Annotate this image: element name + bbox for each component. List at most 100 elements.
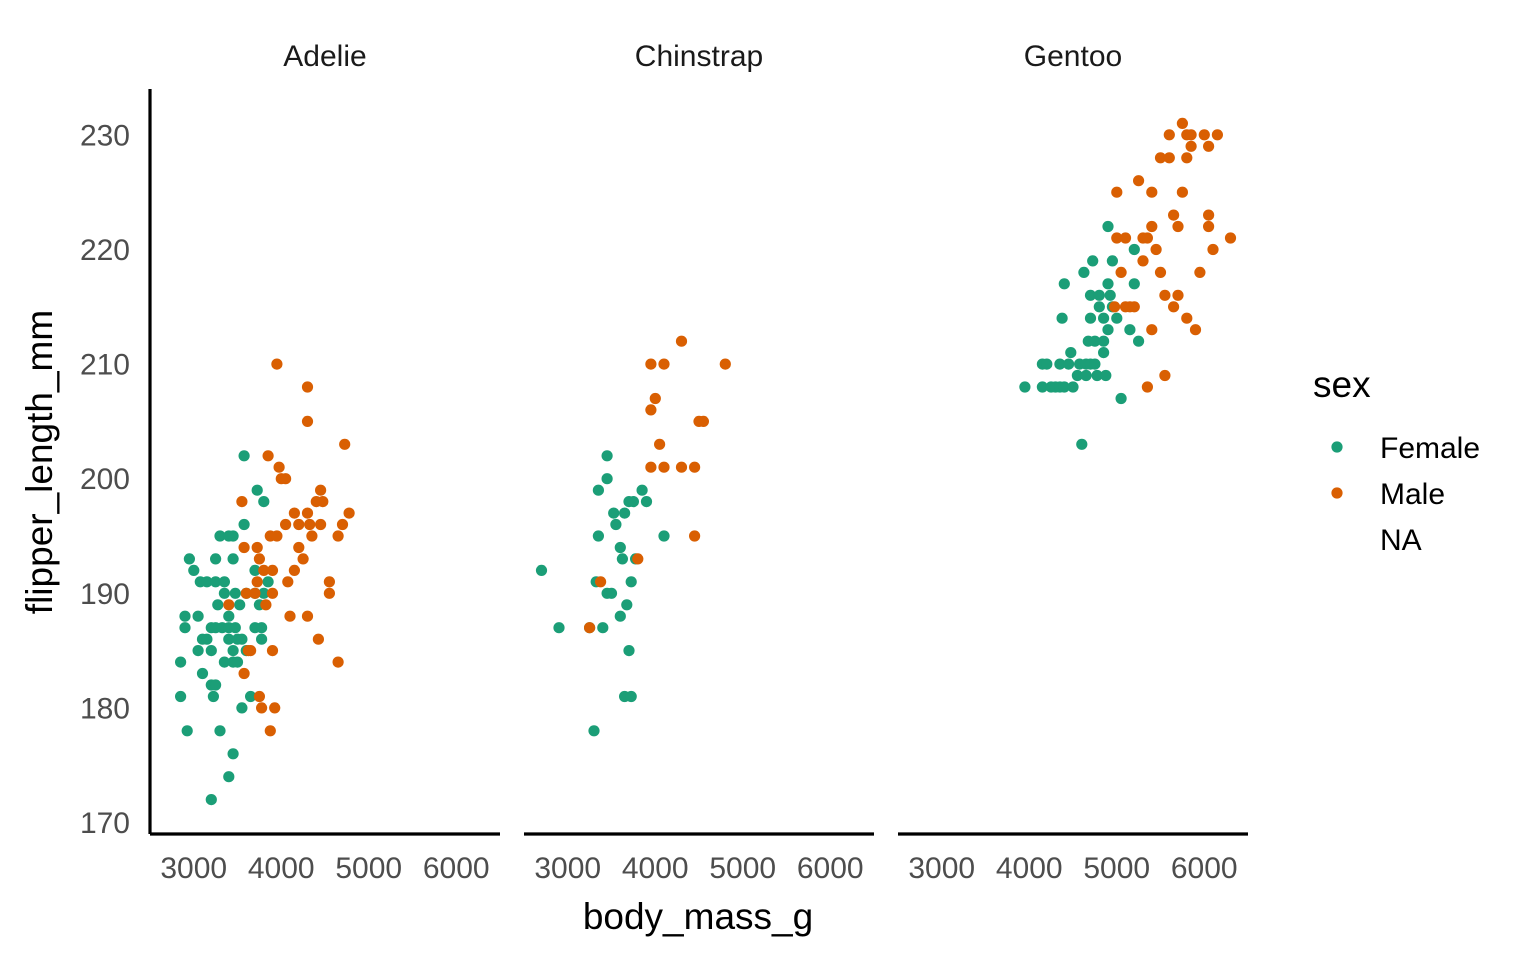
data-point [280,518,292,531]
data-point [1111,186,1123,198]
data-point [1087,255,1099,267]
data-point [229,587,241,599]
data-point [608,507,620,519]
series-female [175,450,274,806]
data-point [196,667,209,680]
data-point [1189,324,1202,336]
data-point [1203,209,1215,221]
data-point [188,564,200,577]
data-point [1163,129,1175,141]
data-point [323,576,335,588]
data-point [214,530,226,542]
data-point [336,518,349,531]
x-tick-label: 6000 [797,852,864,885]
data-point [266,645,279,657]
data-point [1080,369,1092,382]
data-point [1137,255,1149,267]
data-point [210,553,222,565]
data-point [266,587,279,599]
data-point [227,553,239,565]
x-tick-label: 5000 [709,852,776,885]
x-tick-label: 5000 [335,852,402,885]
data-point [293,541,305,554]
data-point [301,610,314,622]
data-point [175,690,187,703]
data-point [282,576,294,588]
data-point [1176,186,1188,198]
data-point [588,725,600,737]
data-point [654,438,666,450]
data-point [1154,266,1167,278]
data-point [584,622,596,634]
data-point [640,496,653,508]
x-tick-label: 6000 [1171,852,1238,885]
data-point [258,564,270,577]
data-point [223,610,235,622]
data-point [332,530,344,542]
data-point [269,702,281,714]
data-point [1185,129,1197,141]
data-point [1041,358,1053,370]
data-point [223,633,235,645]
data-point [238,667,250,680]
data-point [212,599,224,611]
data-point [1100,369,1112,382]
data-point [253,690,265,703]
legend-label: Male [1380,478,1445,511]
data-point [1203,220,1215,233]
data-point [1159,289,1171,301]
data-point [288,564,300,577]
data-point [614,541,626,554]
data-point [251,576,263,588]
data-point [256,622,268,634]
data-point [343,507,355,519]
data-point [249,587,261,599]
data-point [689,530,701,542]
facet-panel-adelie: Adelie 3000 4000 5000 6000 [150,40,500,885]
data-point [1115,392,1127,405]
data-point [1141,232,1153,244]
data-point [1058,381,1070,393]
data-point [306,530,318,542]
series-female [535,450,670,737]
y-tick-label: 190 [80,578,130,611]
data-point [1063,358,1075,370]
data-point [1203,140,1215,152]
data-point [623,645,635,657]
data-point [256,702,268,714]
legend-key-point [1331,441,1343,453]
data-point [1119,232,1132,244]
data-point [1102,324,1114,336]
data-point [1078,266,1090,278]
data-point [260,599,272,611]
data-point [205,794,217,806]
data-point [1146,186,1158,198]
data-point [284,610,296,622]
data-point [619,507,631,519]
data-point [1198,129,1210,141]
data-point [201,633,213,645]
data-point [238,518,250,531]
data-point [1093,301,1105,313]
data-point [271,530,283,542]
data-point [1128,301,1140,313]
data-point [236,702,248,714]
data-point [1084,312,1097,324]
x-tick-label: 4000 [248,852,315,885]
data-point [632,553,644,565]
data-point [175,656,187,668]
data-point [1211,129,1223,141]
data-point [1172,289,1184,301]
data-point [614,610,626,622]
legend-label: NA [1380,524,1422,557]
legend-entry-na: NA [1380,524,1422,557]
data-point [1106,255,1118,267]
data-point [251,484,263,496]
data-point [264,725,276,737]
data-point [301,381,314,393]
data-point [273,461,285,473]
data-point [1181,312,1193,324]
y-axis-ticks: 170 180 190 200 210 220 230 [80,119,130,840]
data-point [658,530,670,542]
